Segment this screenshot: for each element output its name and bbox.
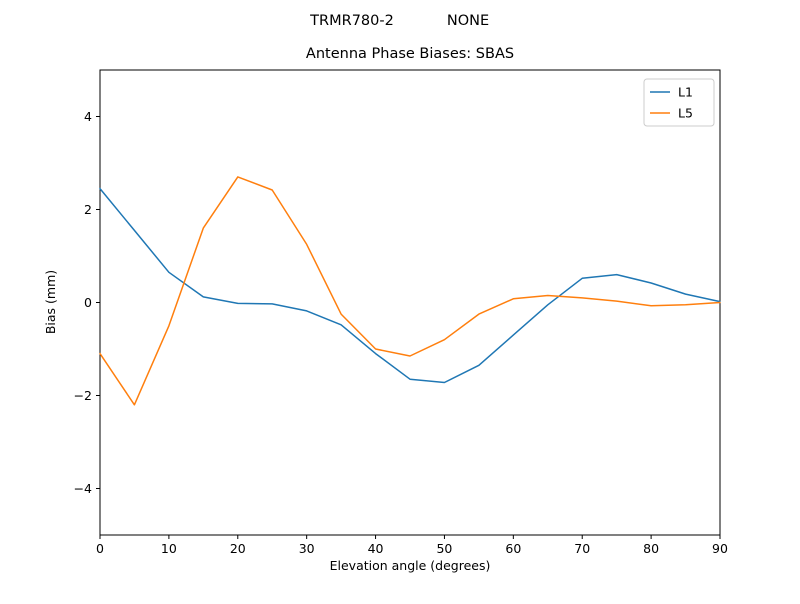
x-tick-label: 90 <box>712 541 728 556</box>
x-tick-label: 10 <box>161 541 177 556</box>
axes-title: Antenna Phase Biases: SBAS <box>306 46 514 62</box>
x-axis-ticks: 0 10 20 30 40 50 60 70 80 90 <box>96 535 728 556</box>
figure-suptitle-model: TRMR780-2 <box>309 13 394 29</box>
y-tick-label: −4 <box>74 481 92 496</box>
x-tick-label: 50 <box>436 541 452 556</box>
y-tick-label: 4 <box>84 109 92 124</box>
x-axis-label: Elevation angle (degrees) <box>330 558 491 573</box>
series-line-l1 <box>99 187 721 384</box>
plot-lines <box>99 176 721 406</box>
legend: L1 L5 <box>643 78 715 127</box>
x-tick-label: 20 <box>230 541 246 556</box>
y-tick-label: −2 <box>74 388 92 403</box>
x-tick-label: 70 <box>574 541 590 556</box>
y-axis-label: Bias (mm) <box>43 270 58 334</box>
x-tick-label: 80 <box>643 541 659 556</box>
x-tick-label: 60 <box>505 541 521 556</box>
legend-box <box>643 78 715 127</box>
series-line-l5 <box>99 176 721 406</box>
x-tick-label: 30 <box>299 541 315 556</box>
y-tick-label: 0 <box>84 295 92 310</box>
x-tick-label: 0 <box>96 541 104 556</box>
legend-label-l5: L5 <box>678 106 693 121</box>
legend-label-l1: L1 <box>678 85 693 100</box>
y-axis-ticks: −4 −2 0 2 4 <box>74 109 100 496</box>
x-tick-label: 40 <box>368 541 384 556</box>
figure-suptitle-mode: NONE <box>447 13 489 29</box>
y-tick-label: 2 <box>84 202 92 217</box>
